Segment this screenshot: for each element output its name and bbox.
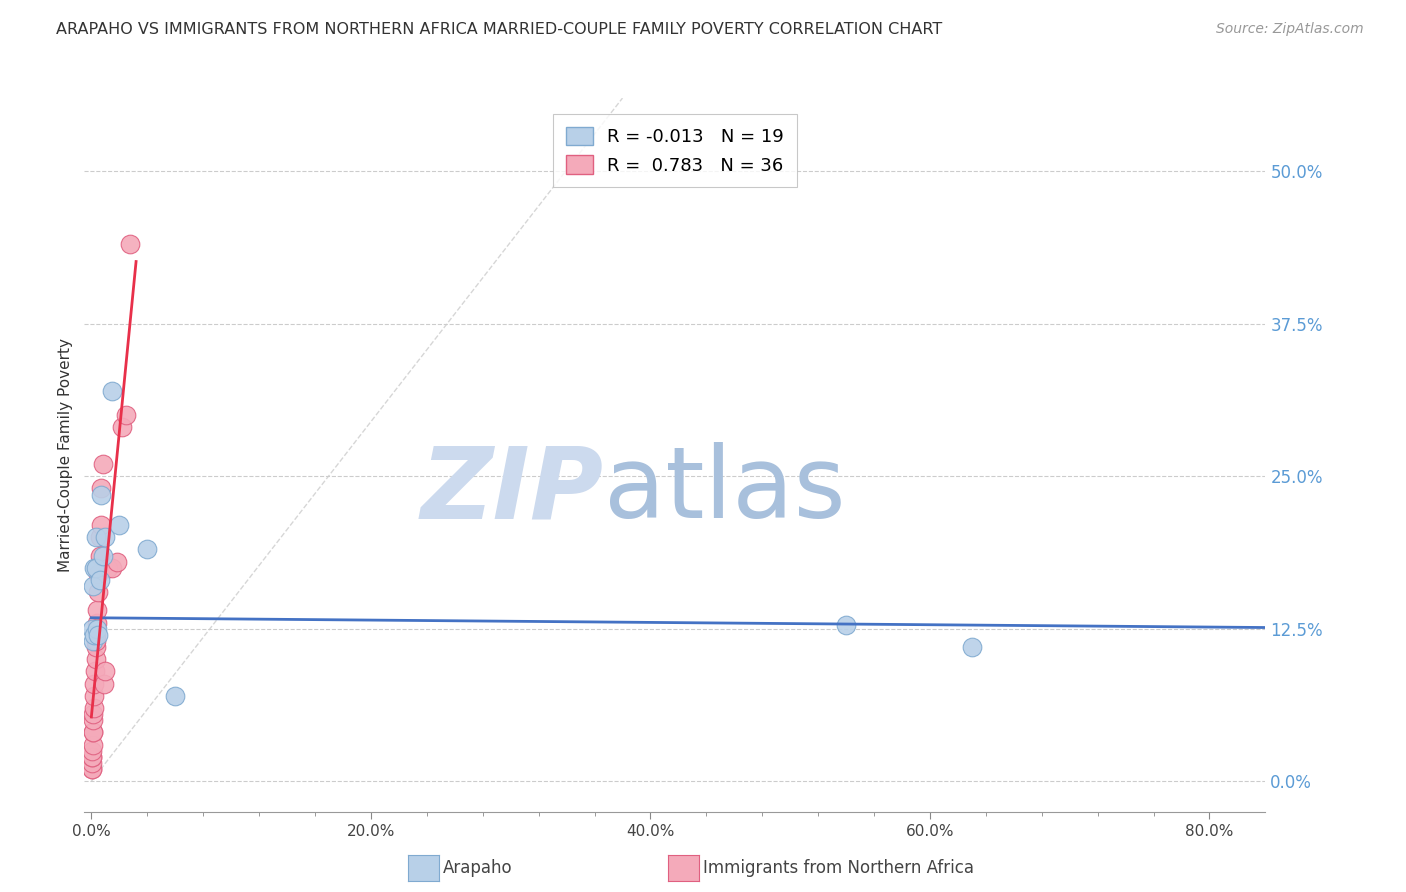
Point: [83, 665, 105, 679]
Point: [82, 622, 104, 636]
Point: [94, 530, 117, 544]
Point: [83, 676, 105, 690]
Point: [82, 634, 104, 648]
Point: [91, 457, 114, 471]
Point: [80, 762, 103, 776]
Point: [90, 518, 112, 533]
Point: [94, 665, 117, 679]
Point: [84, 634, 107, 648]
Point: [82, 579, 104, 593]
Point: [108, 518, 131, 533]
Point: [120, 237, 142, 252]
Point: [84, 640, 107, 654]
Point: [87, 628, 110, 642]
Text: Source: ZipAtlas.com: Source: ZipAtlas.com: [1216, 22, 1364, 37]
Point: [960, 640, 983, 654]
Point: [105, 555, 128, 569]
Text: ZIP: ZIP: [420, 442, 605, 539]
Point: [82, 713, 104, 727]
Point: [84, 652, 107, 666]
Point: [80, 756, 103, 770]
Point: [83, 701, 105, 715]
Point: [83, 560, 105, 574]
Point: [84, 530, 107, 544]
Point: [136, 542, 159, 557]
Point: [84, 628, 107, 642]
Point: [82, 738, 104, 752]
Point: [80, 762, 103, 776]
Point: [90, 482, 112, 496]
Point: [87, 585, 110, 599]
Point: [87, 566, 110, 581]
Point: [82, 749, 104, 764]
Point: [111, 420, 134, 434]
Point: [84, 560, 107, 574]
Point: [82, 744, 104, 758]
Point: [83, 689, 105, 703]
Y-axis label: Married-Couple Family Poverty: Married-Couple Family Poverty: [58, 338, 73, 572]
Point: [89, 549, 111, 563]
Point: [82, 725, 104, 739]
Point: [835, 618, 858, 632]
Legend: R = -0.013   N = 19, R =  0.783   N = 36: R = -0.013 N = 19, R = 0.783 N = 36: [553, 114, 797, 187]
Point: [86, 622, 108, 636]
Point: [101, 560, 124, 574]
Point: [115, 409, 138, 423]
Point: [83, 628, 105, 642]
Point: [90, 487, 112, 501]
Text: atlas: atlas: [605, 442, 845, 539]
Text: ARAPAHO VS IMMIGRANTS FROM NORTHERN AFRICA MARRIED-COUPLE FAMILY POVERTY CORRELA: ARAPAHO VS IMMIGRANTS FROM NORTHERN AFRI…: [56, 22, 942, 37]
Point: [101, 384, 124, 398]
Point: [86, 615, 108, 630]
Point: [82, 725, 104, 739]
Text: Immigrants from Northern Africa: Immigrants from Northern Africa: [703, 859, 974, 877]
Point: [165, 689, 187, 703]
Point: [89, 530, 111, 544]
Point: [93, 676, 115, 690]
Point: [91, 549, 114, 563]
Point: [89, 573, 111, 587]
Point: [86, 603, 108, 617]
Point: [82, 749, 104, 764]
Point: [97, 560, 120, 574]
Text: Arapaho: Arapaho: [443, 859, 513, 877]
Point: [82, 707, 104, 722]
